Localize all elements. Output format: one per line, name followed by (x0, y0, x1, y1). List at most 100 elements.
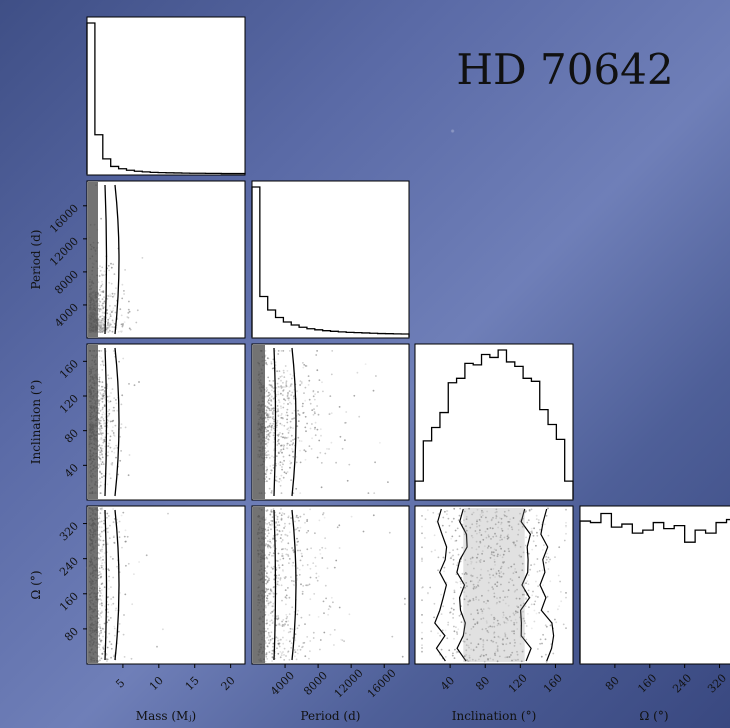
sample-point (544, 523, 546, 526)
sample-point (267, 391, 270, 394)
sample-point (125, 564, 127, 567)
sample-point (97, 515, 100, 517)
sample-point (272, 380, 275, 382)
sample-point (281, 620, 283, 623)
sample-point (99, 419, 102, 422)
sample-point (107, 619, 110, 622)
sample-point (272, 456, 275, 459)
sample-point (265, 597, 268, 599)
sample-point (314, 556, 317, 559)
sample-point (523, 632, 526, 635)
sample-point (283, 576, 286, 579)
sample-point (285, 380, 288, 383)
sample-point (113, 634, 116, 637)
sample-point (104, 445, 106, 448)
sample-point (108, 442, 111, 445)
sample-point (299, 384, 301, 386)
sample-point (541, 569, 544, 572)
sample-point (98, 316, 100, 319)
sample-point (494, 650, 497, 653)
sample-point (332, 601, 334, 604)
sample-point (100, 629, 102, 632)
sample-point (421, 515, 423, 517)
contour-line (114, 184, 120, 335)
sample-point (101, 444, 103, 447)
sample-point (546, 595, 549, 598)
sample-point (98, 355, 101, 358)
sample-point (495, 511, 498, 513)
sample-point (306, 584, 309, 587)
sample-point (99, 321, 102, 324)
sample-point (99, 549, 102, 551)
sample-point (269, 393, 272, 395)
sample-point (97, 542, 100, 545)
sample-point (287, 403, 289, 405)
sample-point (320, 486, 323, 489)
sample-point (112, 309, 114, 312)
sample-point (267, 526, 270, 529)
sample-point (124, 269, 126, 271)
sample-point (291, 628, 294, 630)
sample-point (283, 527, 285, 529)
sample-point (273, 449, 275, 452)
sample-point (303, 449, 306, 451)
sample-point (335, 559, 338, 562)
sample-point (277, 552, 280, 555)
scatter-points (421, 507, 567, 663)
sample-point (476, 609, 479, 612)
sample-point (421, 621, 423, 624)
sample-point (452, 613, 454, 615)
sample-point (527, 613, 529, 615)
sample-point (266, 454, 268, 456)
sample-point (297, 436, 300, 439)
sample-point (482, 643, 485, 646)
sample-point (310, 547, 312, 550)
sample-point (282, 386, 284, 388)
sample-point (456, 564, 459, 567)
sample-point (285, 655, 287, 657)
sample-point (507, 619, 509, 622)
panel-omega-period: 4000 8000 12000 16000 (251, 505, 410, 700)
sample-point (272, 645, 274, 648)
sample-point (107, 568, 110, 571)
sample-point (289, 385, 292, 387)
sample-point (272, 552, 275, 555)
sample-point (294, 639, 297, 642)
sample-point (298, 529, 301, 532)
sample-point (531, 548, 534, 551)
sample-point (128, 327, 131, 330)
sample-point (99, 438, 102, 441)
sample-point (98, 378, 101, 381)
sample-point (290, 642, 293, 644)
sample-point (108, 575, 110, 578)
sample-point (289, 425, 292, 428)
sample-point (101, 330, 104, 333)
sample-point (264, 518, 267, 521)
sample-point (450, 607, 453, 610)
sample-point (123, 656, 126, 658)
sample-point (100, 575, 103, 578)
sample-point (277, 639, 279, 642)
x-tick-label: 10 (147, 674, 166, 693)
sample-point (279, 376, 282, 378)
sample-point (288, 658, 291, 661)
sample-point (107, 399, 109, 402)
sample-point (296, 613, 299, 616)
sample-point (565, 596, 567, 599)
sample-point (453, 591, 456, 594)
sample-point (102, 305, 104, 308)
sample-point (308, 379, 311, 382)
panel-frame (86, 180, 246, 339)
sample-point (471, 547, 473, 549)
sample-point (510, 565, 513, 568)
sample-point (292, 549, 295, 551)
panel-frame (86, 505, 246, 665)
sample-point (99, 612, 102, 615)
sample-point (272, 441, 275, 443)
sample-point (279, 656, 282, 659)
sample-point (101, 397, 104, 400)
sample-point (101, 453, 103, 455)
sample-point (113, 627, 116, 630)
sample-point (448, 551, 451, 554)
sample-point (98, 552, 101, 555)
